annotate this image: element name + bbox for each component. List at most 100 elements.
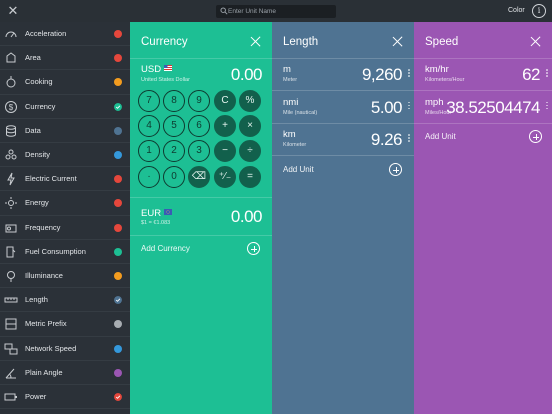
fuel-icon: [6, 246, 16, 258]
close-icon[interactable]: ✕: [7, 3, 19, 18]
sidebar-item-currency[interactable]: $ Currency: [0, 95, 130, 119]
unit-abbr: EUR: [141, 208, 173, 219]
color-dot[interactable]: [114, 126, 122, 135]
color-dot[interactable]: [114, 344, 122, 353]
unit-name: Mile (nautical): [283, 109, 318, 116]
unit-abbr: USD: [141, 64, 173, 75]
color-dot[interactable]: [114, 151, 122, 159]
color-dot[interactable]: [114, 320, 122, 329]
color-dot[interactable]: [114, 54, 122, 63]
sidebar-item-metric-prefix[interactable]: Metric Prefix: [0, 312, 130, 337]
color-dot[interactable]: [114, 368, 122, 377]
unit-row-kmhr[interactable]: km/hr Kilometers/Hour 62: [414, 59, 552, 91]
unit-row-m[interactable]: m Meter 9,260: [272, 59, 414, 91]
keypad-key[interactable]: ×: [239, 115, 261, 137]
sidebar-item-cooking[interactable]: Cooking: [0, 70, 130, 95]
add-unit-row[interactable]: Add Unit: [272, 157, 414, 183]
divider: [130, 58, 272, 59]
unit-value[interactable]: 38.52504474: [446, 97, 540, 117]
metric-prefix-icon: [5, 318, 17, 330]
keypad-key[interactable]: 9: [188, 90, 210, 112]
color-dot[interactable]: [114, 78, 122, 87]
keypad-key[interactable]: 2: [163, 140, 185, 162]
keypad-key[interactable]: +: [214, 115, 236, 137]
more-icon[interactable]: [408, 101, 410, 112]
color-dot[interactable]: [114, 247, 122, 256]
color-button[interactable]: Color: [508, 7, 525, 14]
unit-value[interactable]: 9.26: [370, 130, 403, 149]
unit-value[interactable]: 0.00: [230, 207, 263, 226]
color-dot[interactable]: [114, 223, 122, 232]
sidebar-item-fuel-consumption[interactable]: Fuel Consumption: [0, 240, 130, 264]
color-dot[interactable]: [114, 30, 122, 38]
unit-row-mph[interactable]: mph Miles/Hour 38.52504474: [414, 92, 552, 124]
close-panel-icon[interactable]: [529, 35, 543, 49]
keypad-key[interactable]: ÷: [239, 140, 261, 162]
add-unit-label: Add Unit: [425, 132, 456, 141]
add-unit-row[interactable]: Add Unit: [414, 124, 552, 150]
keypad-key[interactable]: 7: [138, 90, 160, 112]
add-icon[interactable]: [247, 242, 260, 255]
check-icon[interactable]: [114, 393, 122, 401]
keypad-key[interactable]: 5: [163, 115, 185, 137]
unit-row-km[interactable]: km Kilometer 9.26: [272, 124, 414, 156]
sidebar-item-label: Data: [25, 125, 41, 135]
svg-text:$: $: [9, 103, 14, 112]
keypad-key[interactable]: ·: [138, 166, 160, 188]
sidebar-item-energy[interactable]: Energy: [0, 191, 130, 216]
add-icon[interactable]: [389, 163, 402, 176]
sidebar-item-label: Electric Current: [25, 174, 77, 184]
unit-row-usd[interactable]: USD United States Dollar 0.00: [130, 59, 272, 89]
color-dot[interactable]: [114, 175, 122, 184]
color-dot[interactable]: [114, 199, 122, 208]
unit-value[interactable]: 5.00: [370, 97, 403, 117]
sidebar-item-acceleration[interactable]: Acceleration: [0, 22, 130, 47]
unit-row-nmi[interactable]: nmi Mile (nautical) 5.00: [272, 92, 414, 124]
sidebar-item-length[interactable]: Length: [0, 288, 130, 313]
search-input[interactable]: Enter Unit Name: [216, 5, 336, 18]
more-icon[interactable]: [408, 134, 410, 144]
more-icon[interactable]: [546, 101, 548, 112]
keypad-key[interactable]: 6: [188, 115, 210, 137]
more-icon[interactable]: [546, 69, 548, 79]
unit-value[interactable]: 62: [522, 65, 540, 84]
sidebar-item-network-speed[interactable]: Network Speed: [0, 337, 130, 361]
keypad-key[interactable]: −: [214, 140, 236, 162]
more-icon[interactable]: [408, 69, 410, 79]
unit-row-eur[interactable]: EUR $1 = €1.083 0.00: [130, 200, 272, 236]
keypad-key[interactable]: 0: [163, 166, 185, 188]
keypad-key[interactable]: %: [239, 90, 261, 112]
sidebar-item-area[interactable]: Area: [0, 46, 130, 71]
unit-value[interactable]: 0.00: [230, 65, 263, 84]
add-unit-label: Add Unit: [283, 165, 314, 174]
sidebar-item-data[interactable]: Data: [0, 119, 130, 143]
add-icon[interactable]: [529, 130, 542, 143]
sidebar-item-label: Currency: [25, 101, 56, 111]
radio-icon: [5, 224, 17, 233]
sidebar-item-electric-current[interactable]: Electric Current: [0, 167, 130, 192]
sun-icon: [5, 197, 17, 210]
add-currency-row[interactable]: Add Currency: [130, 236, 272, 262]
keypad-key[interactable]: 8: [163, 90, 185, 112]
us-flag-icon: [164, 65, 173, 71]
keypad-key[interactable]: ⌫: [188, 166, 210, 188]
keypad-key[interactable]: 4: [138, 115, 160, 137]
sidebar-item-frequency[interactable]: Frequency: [0, 216, 130, 240]
close-panel-icon[interactable]: [391, 35, 405, 49]
keypad-key[interactable]: =: [239, 166, 261, 188]
keypad-key[interactable]: C: [214, 90, 236, 112]
keypad-key[interactable]: ⁺⁄₋: [214, 166, 236, 188]
check-icon[interactable]: [114, 102, 122, 111]
sidebar-item-density[interactable]: Density: [0, 143, 130, 168]
sidebar-item-power[interactable]: Power: [0, 385, 130, 410]
keypad-key[interactable]: 3: [188, 140, 210, 162]
keypad-key[interactable]: 1: [138, 140, 160, 162]
info-icon[interactable]: i: [532, 4, 546, 18]
sidebar-item-illuminance[interactable]: Illuminance: [0, 264, 130, 289]
close-panel-icon[interactable]: [249, 35, 263, 49]
sidebar-item-plain-angle[interactable]: Plain Angle: [0, 361, 130, 385]
unit-value[interactable]: 9,260: [361, 65, 403, 84]
check-icon[interactable]: [114, 296, 122, 305]
color-dot[interactable]: [114, 272, 122, 280]
